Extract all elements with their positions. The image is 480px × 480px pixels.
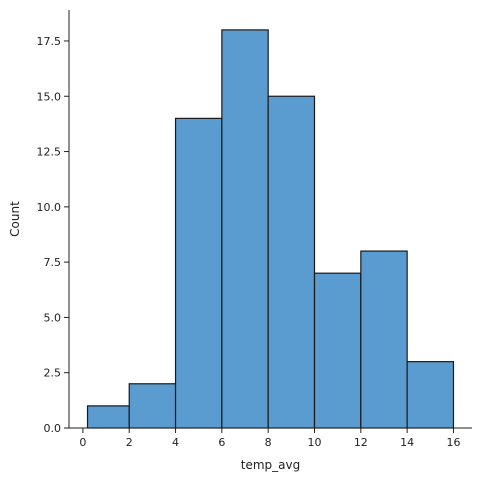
x-tick-label: 4 <box>172 436 179 449</box>
x-tick-label: 12 <box>354 436 368 449</box>
y-tick-label: 5.0 <box>44 311 62 324</box>
x-axis-label: temp_avg <box>241 458 300 472</box>
x-tick-label: 16 <box>446 436 460 449</box>
x-ticks-group: 0 2 4 6 8 10 12 14 16 <box>79 428 460 449</box>
x-tick-label: 14 <box>400 436 414 449</box>
y-tick-label: 0.0 <box>44 422 62 435</box>
y-axis-label: Count <box>8 201 22 237</box>
x-tick-label: 6 <box>218 436 225 449</box>
x-tick-label: 8 <box>265 436 272 449</box>
histogram-bar <box>174 117 223 429</box>
histogram-bar <box>360 250 408 429</box>
y-ticks-group: 0.0 2.5 5.0 7.5 10.0 12.5 15.0 17.5 <box>37 35 69 435</box>
histogram-bar <box>406 361 455 429</box>
y-tick-label: 10.0 <box>37 201 62 214</box>
histogram-bar <box>128 383 177 429</box>
x-tick-label: 10 <box>308 436 322 449</box>
histogram-bar <box>86 405 130 429</box>
bars-group <box>86 29 455 429</box>
y-tick-label: 7.5 <box>44 256 62 269</box>
y-tick-label: 15.0 <box>37 90 62 103</box>
y-tick-label: 2.5 <box>44 367 62 380</box>
histogram-bar <box>221 29 269 429</box>
x-tick-label: 0 <box>79 436 86 449</box>
y-tick-label: 17.5 <box>37 35 62 48</box>
histogram-bar <box>267 95 316 429</box>
histogram-bar <box>313 272 362 429</box>
x-tick-label: 2 <box>126 436 133 449</box>
y-tick-label: 12.5 <box>37 146 62 159</box>
